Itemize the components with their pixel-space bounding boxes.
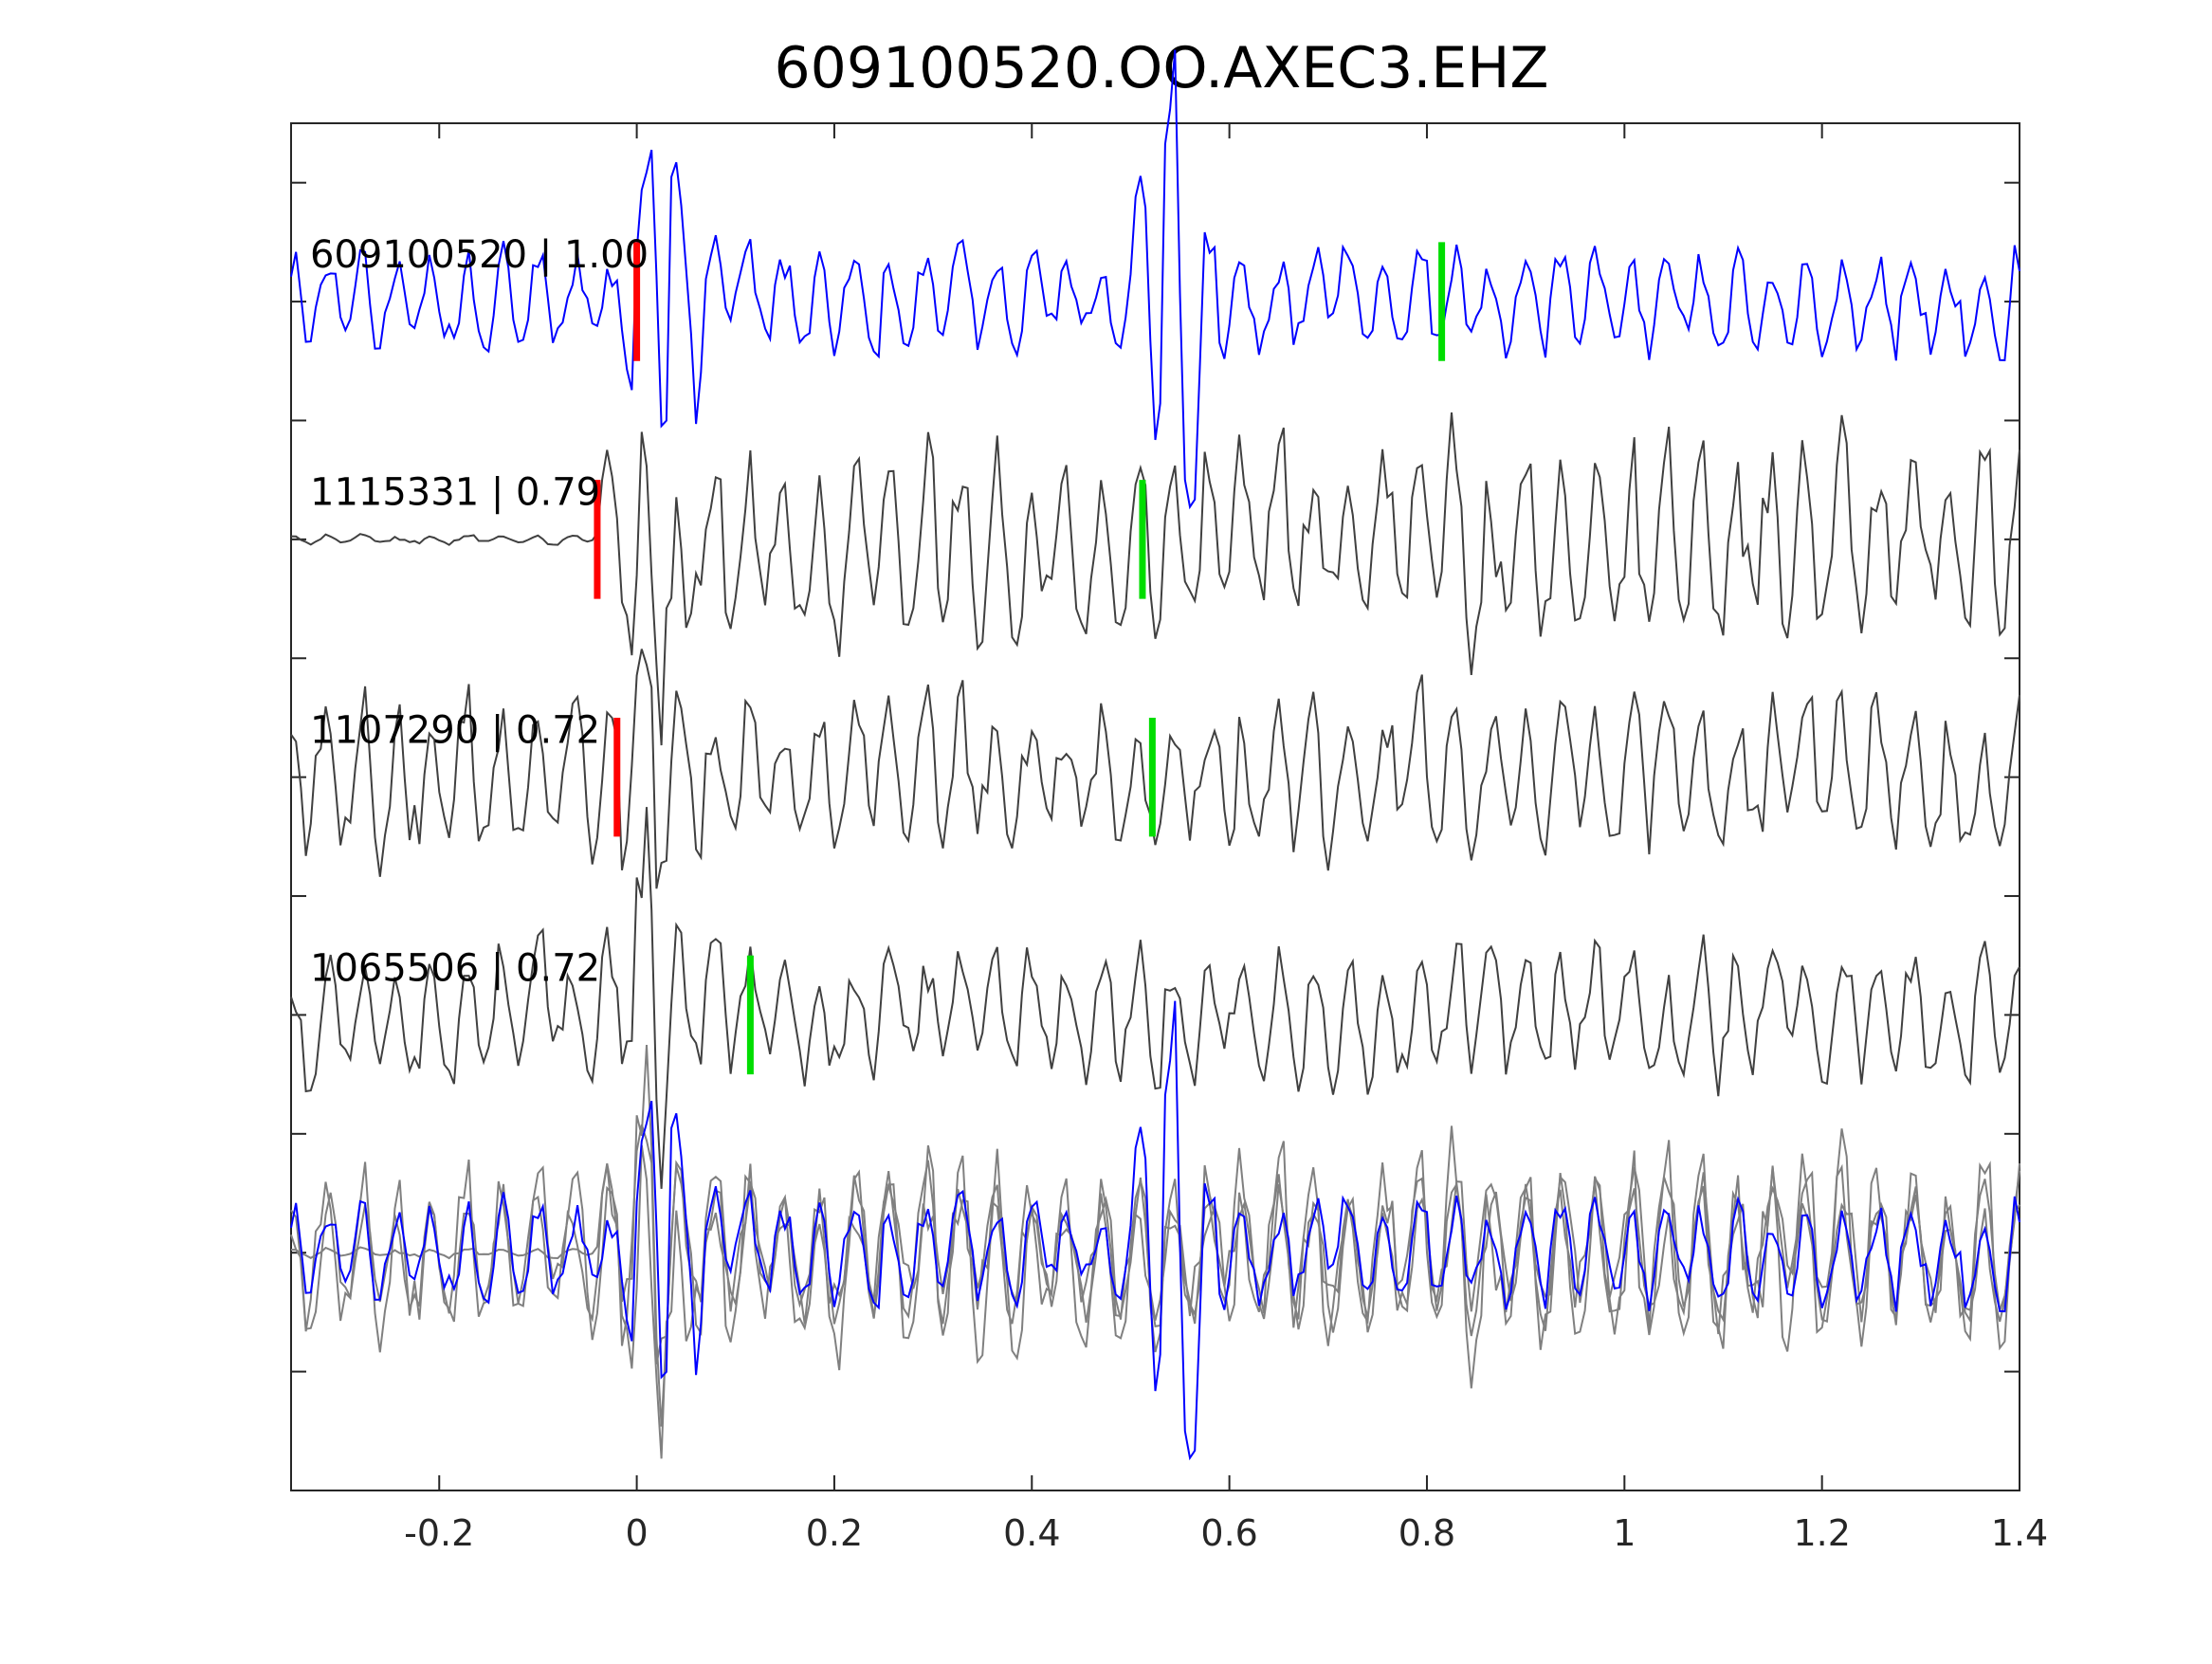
trace-labels: 609100520 | 1.00 1115331 | 0.79 1107290 | … <box>310 233 649 990</box>
trace-label: 609100520 | 1.00 <box>310 233 649 277</box>
x-tick-label: 1 <box>1613 1512 1636 1554</box>
trace-1115331 <box>290 412 2020 746</box>
x-tick-label: 0.8 <box>1398 1512 1455 1554</box>
waveform-traces <box>290 49 2020 1461</box>
overlay-trace-1065506 <box>290 1044 2020 1427</box>
axis-ticks: -0.2 0 0.2 0.4 0.6 0.8 1 1.2 1.4 <box>291 123 2048 1554</box>
x-tick-label: 0.4 <box>1003 1512 1060 1554</box>
chart-title: 609100520.OO.AXEC3.EHZ <box>774 35 1548 101</box>
x-tick-label: 0.2 <box>806 1512 863 1554</box>
trace-label: 1107290 | 0.72 <box>310 708 600 752</box>
x-tick-label: 0.6 <box>1200 1512 1257 1554</box>
x-tick-label: -0.2 <box>404 1512 474 1554</box>
trace-1107290 <box>290 649 2020 889</box>
x-tick-label: 1.4 <box>1991 1512 2048 1554</box>
x-tick-label: 1.2 <box>1793 1512 1850 1554</box>
trace-609100520 <box>290 49 2020 510</box>
overlay-template-trace <box>290 1000 2020 1461</box>
trace-1065506 <box>290 807 2020 1189</box>
x-tick-label: 0 <box>626 1512 649 1554</box>
trace-label: 1115331 | 0.79 <box>310 471 600 515</box>
phase-picks <box>594 242 1446 1075</box>
trace-label: 1065506 | 0.72 <box>310 946 600 990</box>
